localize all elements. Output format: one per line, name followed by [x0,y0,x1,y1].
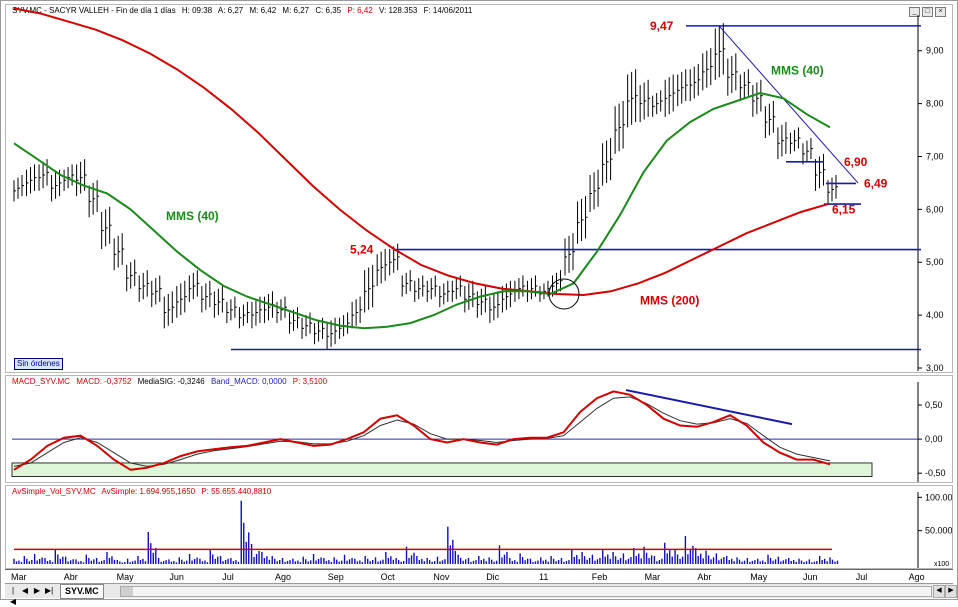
ticker-tab[interactable]: SYV.MC [60,584,104,599]
crossover-circle [548,278,580,310]
price-trendline [719,26,859,184]
header-m: M: 6,42 [249,6,277,15]
price-window-buttons: _ □ × [909,7,946,17]
macd-y-tick-label: 0,50 [925,400,943,410]
price-annotation: MMS (40) [771,64,824,78]
maximize-button[interactable]: □ [922,7,933,17]
vol-p: P: 55.655.440,8810 [201,487,272,496]
time-axis-label: Ago [275,572,292,582]
price-annotation: 9,47 [650,19,674,33]
price-y-tick-label: 9,00 [926,46,944,56]
vol-name: AvSimple_Vol_SYV.MC [12,487,96,496]
price-header: SYV.MC - SACYR VALLEH - Fin de día 1 día… [12,6,476,15]
header-ticker: SYV.MC - SACYR VALLEH - Fin de día 1 día… [12,6,176,15]
header-a: A: 6,27 [217,6,244,15]
macd-name: MACD_SYV.MC [12,377,70,386]
price-annotation: MMS (200) [640,294,699,308]
vol-scale-note: x100 [934,561,949,568]
price-y-tick-label: 4,00 [926,310,944,320]
time-axis-label: Nov [433,572,450,582]
price-y-tick-label: 3,00 [926,363,944,372]
time-axis-label: Ago [908,572,925,582]
time-axis-label: May [750,572,768,582]
time-axis-label: Abr [63,572,78,582]
vol-y-tick-label: 50.000 [925,526,952,536]
time-axis: Mar Abr May Jun Jul Ago Sep Oct Nov Dic 11 Feb Mar Ab… [5,569,953,582]
time-axis-label: Dic [486,572,500,582]
price-annotation: 6,90 [844,155,868,169]
header-close: C: 6,35 [315,6,342,15]
price-annotation: 6,49 [864,176,888,190]
time-axis-label: Jul [855,572,868,582]
macd-chart[interactable]: 0,50 0,00 -0,50 [6,376,952,482]
navigation-bar: |◀ ◀ ▶ ▶| SYV.MC ◀ ▶ [5,583,957,606]
volume-pane: AvSimple_Vol_SYV.MC AvSimple: 1.694.955,… [5,485,953,569]
time-axis-label: Sep [327,572,344,582]
price-chart[interactable]: 3,00 4,00 5,00 6,00 7,00 8,00 9,00 9,47 6,90 6,49… [6,5,952,372]
time-axis-label: May [116,572,134,582]
header-vol: V: 128.353 [378,6,418,15]
time-axis-label: Abr [697,572,712,582]
mms200-line [13,7,829,297]
price-annotation: 6,15 [832,202,856,216]
next-icon[interactable]: ▶ [33,586,41,595]
time-axis-label: Mar [11,572,27,582]
macd-divergence-line [625,389,793,426]
macd-signal: MediaSIG: -0,3246 [137,377,205,386]
close-button[interactable]: × [935,7,946,17]
volume-chart[interactable]: 100.000 50.000 x100 [6,486,952,568]
macd-p: P: 3,5100 [292,377,328,386]
first-icon[interactable]: |◀ [9,586,17,606]
price-y-tick-label: 6,00 [926,204,944,214]
price-y-tick-label: 8,00 [926,99,944,109]
last-icon[interactable]: ▶| [45,586,54,595]
price-y-tick-label: 7,00 [926,151,944,161]
time-axis-label: 11 [539,572,549,582]
price-pane: SYV.MC - SACYR VALLEH - Fin de día 1 día… [5,4,953,373]
macd-pane: MACD_SYV.MC MACD: -0,3752 MediaSIG: -0,3… [5,375,953,483]
time-axis-label: Mar [644,572,661,582]
horizontal-scrollbar[interactable] [120,586,932,597]
time-axis-label: Oct [380,572,395,582]
sin-ordenes-badge[interactable]: Sin órdenes [14,358,63,370]
prev-icon[interactable]: ◀ [21,586,29,595]
macd-negative-band [11,462,873,477]
header-date: F: 14/06/2011 [423,6,473,15]
time-axis-label: Jul [222,572,234,582]
macd-y-tick-label: 0,00 [925,434,943,444]
minimize-button[interactable]: _ [909,7,920,17]
scroll-right-icon[interactable]: ▶ [945,585,957,598]
mms40-line [13,91,831,330]
vol-avg: AvSimple: 1.694.955,1650 [101,487,196,496]
price-y-tick-label: 5,00 [926,257,944,267]
macd-line [13,390,831,471]
header-p: P: 6,42 [347,6,373,15]
price-annotation: MMS (40) [166,209,219,223]
macd-header: MACD_SYV.MC MACD: -0,3752 MediaSIG: -0,3… [12,377,331,386]
macd-band: Band_MACD: 0,0000 [210,377,287,386]
scroll-left-icon[interactable]: ◀ [933,585,945,598]
scroll-thumb[interactable] [121,587,133,596]
macd-y-tick-label: -0,50 [925,468,946,478]
header-high: H: 09:38 [181,6,213,15]
vol-y-tick-label: 100.000 [925,492,952,502]
header-min: M: 6,27 [282,6,310,15]
time-axis-label: Jun [803,572,818,582]
time-axis-label: Feb [591,572,608,582]
time-axis-label: Jun [169,572,184,582]
volume-header: AvSimple_Vol_SYV.MC AvSimple: 1.694.955,… [12,487,275,496]
price-annotation: 5,24 [350,243,374,257]
macd-value: MACD: -0,3752 [76,377,132,386]
